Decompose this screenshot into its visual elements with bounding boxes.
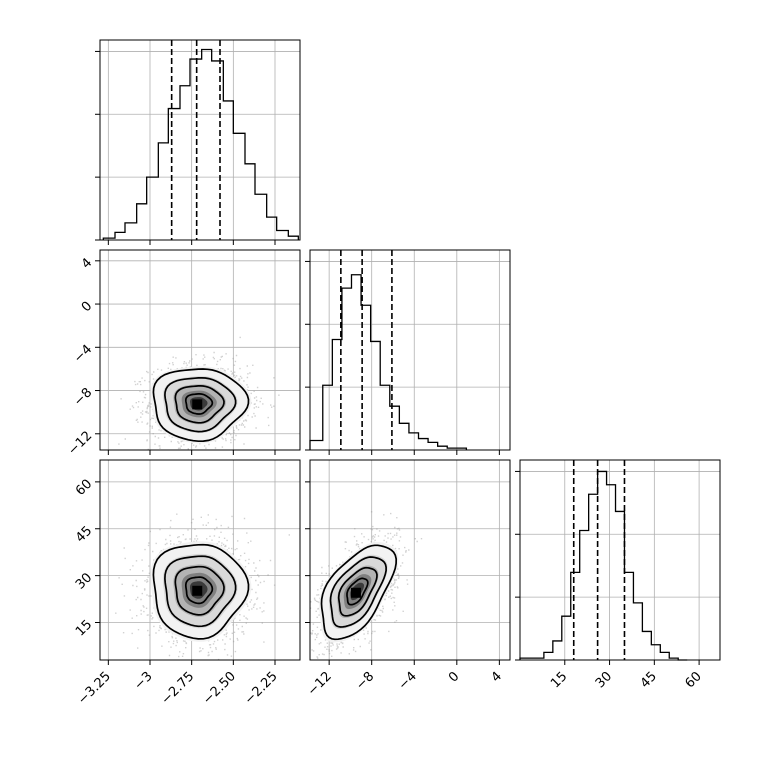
density-layer — [100, 250, 300, 450]
y-tick-label: −12 — [65, 428, 95, 458]
contour-line — [152, 368, 250, 443]
histogram-step-line — [102, 48, 299, 240]
axes-frame — [99, 39, 301, 241]
axes-frame — [99, 249, 301, 451]
axes-frame — [309, 459, 511, 661]
hist-param-1-panel — [95, 39, 301, 245]
contour-line — [174, 385, 225, 424]
contour-line — [320, 544, 398, 641]
density-peak — [350, 587, 361, 598]
y-tick-label: −8 — [71, 385, 95, 409]
x-tick-label: 45 — [638, 669, 660, 691]
density-param-2-vs-1-panel: 4 0 −4 −8 −12 — [65, 249, 301, 458]
density-layer — [310, 460, 510, 660]
x-tick-label: −3 — [131, 669, 155, 693]
axes-frame — [519, 459, 721, 661]
contour-line — [346, 577, 369, 606]
contour-line — [174, 565, 225, 616]
y-tick-label: −4 — [71, 342, 95, 366]
density-param-3-vs-1-panel: −3.25 −3 −2.75 −2.50 −2.25 60 45 30 15 — [73, 459, 301, 708]
x-tick-label: −12 — [305, 669, 335, 699]
y-tick-label: 60 — [73, 477, 95, 499]
y-tick-label: 4 — [79, 256, 95, 272]
contour-line — [337, 566, 378, 617]
hist-param-3-panel: 15 30 45 60 — [515, 459, 721, 691]
density-peak — [192, 585, 203, 596]
axes-frame — [309, 249, 511, 451]
contour-line — [152, 543, 250, 640]
hist-param-2-panel — [305, 249, 511, 455]
x-tick-label: −2.25 — [242, 669, 281, 708]
histogram-step-line — [309, 274, 468, 450]
x-tick-label: −3.25 — [75, 669, 114, 708]
contour-line — [184, 576, 214, 605]
x-tick-label: −8 — [353, 669, 377, 693]
y-tick-label: 30 — [73, 570, 95, 592]
histogram-step-line — [519, 470, 688, 661]
x-tick-label: −4 — [396, 669, 420, 693]
y-tick-label: 0 — [79, 299, 95, 315]
density-layer — [100, 460, 300, 660]
x-tick-label: −2.75 — [159, 669, 198, 708]
axes-frame — [99, 459, 301, 661]
x-tick-label: 15 — [548, 669, 570, 691]
x-tick-label: −2.50 — [200, 669, 239, 708]
x-tick-label: 30 — [593, 669, 615, 691]
x-tick-label: 0 — [446, 669, 462, 685]
x-tick-label: 4 — [489, 669, 505, 685]
density-param-3-vs-2-panel: −12 −8 −4 0 4 — [305, 459, 511, 699]
density-peak — [192, 399, 203, 410]
y-tick-label: 45 — [73, 523, 95, 545]
contour-line — [164, 377, 237, 433]
contour-line — [184, 393, 214, 415]
contour-line — [329, 556, 387, 628]
contour-line — [164, 555, 237, 628]
y-tick-label: 15 — [73, 617, 95, 639]
x-tick-label: 60 — [682, 669, 704, 691]
